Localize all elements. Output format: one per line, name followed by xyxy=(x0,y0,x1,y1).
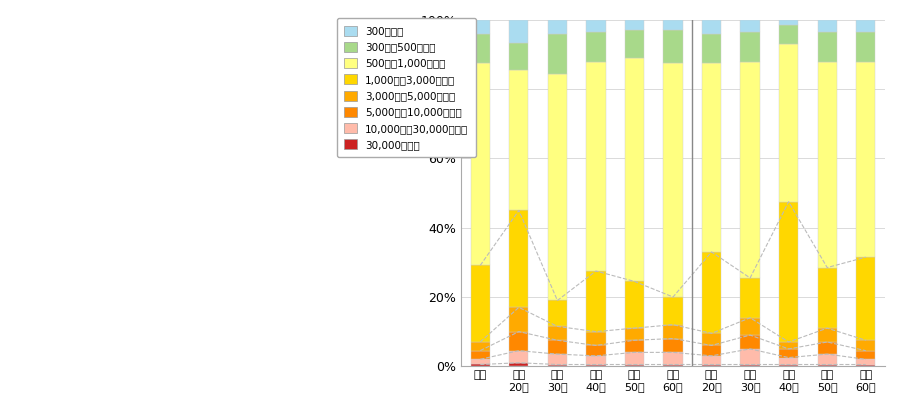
Bar xyxy=(471,63,490,265)
Bar xyxy=(663,20,683,31)
Bar xyxy=(817,365,837,366)
Bar xyxy=(509,42,528,70)
Bar xyxy=(741,335,760,349)
Bar xyxy=(625,58,644,281)
Bar xyxy=(663,31,683,63)
Bar xyxy=(586,271,606,332)
Bar xyxy=(702,346,721,356)
Bar xyxy=(509,351,528,363)
Bar xyxy=(741,365,760,366)
Bar xyxy=(741,32,760,61)
Bar xyxy=(702,252,721,333)
Bar xyxy=(856,257,876,340)
Bar xyxy=(625,281,644,328)
Bar xyxy=(548,326,567,340)
Bar xyxy=(856,340,876,351)
Bar xyxy=(741,20,760,32)
Bar xyxy=(586,20,606,32)
Bar xyxy=(625,31,644,58)
Bar xyxy=(548,354,567,365)
Bar xyxy=(548,300,567,326)
Bar xyxy=(741,349,760,365)
Bar xyxy=(663,365,683,366)
Bar xyxy=(471,265,490,342)
Bar xyxy=(856,365,876,366)
Bar xyxy=(625,340,644,352)
Bar xyxy=(548,74,567,300)
Bar xyxy=(702,333,721,346)
Bar xyxy=(625,20,644,31)
Bar xyxy=(817,267,837,328)
Bar xyxy=(817,20,837,32)
Bar xyxy=(741,61,760,278)
Bar xyxy=(779,342,798,349)
Bar xyxy=(548,365,567,366)
Bar xyxy=(779,25,798,44)
Bar xyxy=(817,61,837,267)
Bar xyxy=(817,328,837,342)
Bar xyxy=(471,20,490,34)
Bar xyxy=(856,351,876,359)
Bar xyxy=(625,328,644,340)
Bar xyxy=(663,325,683,339)
Bar xyxy=(702,34,721,63)
Bar xyxy=(509,20,528,42)
Bar xyxy=(817,354,837,365)
Bar xyxy=(625,352,644,365)
Bar xyxy=(586,332,606,346)
Bar xyxy=(471,34,490,63)
Bar xyxy=(856,61,876,257)
Bar xyxy=(625,365,644,366)
Bar xyxy=(471,365,490,366)
Bar xyxy=(702,63,721,252)
Bar xyxy=(663,63,683,297)
Bar xyxy=(779,358,798,365)
Bar xyxy=(548,34,567,74)
Bar xyxy=(471,342,490,350)
Bar xyxy=(509,70,528,210)
Bar xyxy=(509,307,528,332)
Bar xyxy=(509,332,528,351)
Bar xyxy=(586,365,606,366)
Bar xyxy=(817,32,837,61)
Bar xyxy=(779,365,798,366)
Bar xyxy=(779,44,798,202)
Bar xyxy=(817,342,837,354)
Bar xyxy=(586,32,606,61)
Bar xyxy=(856,20,876,32)
Bar xyxy=(741,278,760,318)
Bar xyxy=(471,350,490,359)
Bar xyxy=(779,20,798,25)
Bar xyxy=(856,359,876,365)
Bar xyxy=(702,20,721,34)
Bar xyxy=(509,363,528,366)
Bar xyxy=(702,356,721,365)
Bar xyxy=(471,359,490,365)
Bar xyxy=(586,346,606,356)
Bar xyxy=(663,339,683,352)
Bar xyxy=(548,340,567,354)
Legend: 300円未満, 300円～500円未満, 500円～1,000円未満, 1,000円～3,000円未満, 3,000円～5,000円未満, 5,000円～10,: 300円未満, 300円～500円未満, 500円～1,000円未満, 1,00… xyxy=(337,18,475,157)
Bar xyxy=(509,210,528,307)
Bar xyxy=(586,356,606,365)
Bar xyxy=(663,297,683,325)
Bar xyxy=(702,365,721,366)
Bar xyxy=(856,32,876,61)
Bar xyxy=(779,202,798,342)
Bar xyxy=(779,349,798,358)
Bar xyxy=(586,61,606,271)
Bar xyxy=(663,352,683,365)
Bar xyxy=(741,318,760,335)
Bar xyxy=(548,20,567,34)
